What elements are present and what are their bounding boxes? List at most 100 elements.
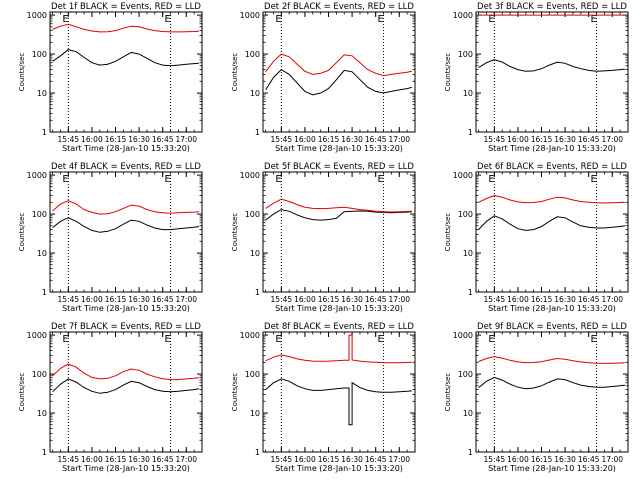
plot-frame [49, 171, 203, 293]
series-line-events [52, 217, 199, 233]
y-tick-label: 1 [468, 448, 473, 457]
y-tick-label: 10 [37, 89, 47, 98]
series-line-events [478, 59, 625, 72]
x-tick-label: 16:15 [318, 295, 340, 304]
y-axis-label: Counts/sec [18, 53, 26, 92]
x-tick-label: 16:30 [554, 135, 576, 144]
series-line-events [265, 209, 412, 221]
y-axis-label: Counts/sec [231, 373, 239, 412]
x-axis-label: Start Time (28-Jan-10 15:33:20) [62, 144, 190, 153]
panel-title: Det 2f BLACK = Events, RED = LLD [264, 2, 414, 12]
series-line-lld [478, 194, 625, 204]
event-marker-label: E [378, 334, 384, 345]
y-tick-label: 1000 [27, 331, 47, 340]
y-tick-label: 10 [463, 249, 473, 258]
x-tick-label: 17:00 [388, 295, 410, 304]
event-marker-label: E [62, 334, 68, 345]
x-axis-label: Start Time (28-Jan-10 15:33:20) [275, 464, 403, 473]
series-line-lld [478, 356, 625, 364]
x-tick-label: 16:30 [128, 135, 150, 144]
x-tick-label: 15:45 [271, 455, 293, 464]
x-tick-label: 16:00 [507, 135, 529, 144]
x-tick-label: 16:15 [105, 135, 127, 144]
plot-frame [475, 11, 629, 133]
event-marker-label: E [275, 174, 281, 185]
x-tick-label: 16:45 [365, 455, 387, 464]
series-line-lld [265, 53, 413, 77]
x-tick-label: 16:45 [152, 455, 174, 464]
x-tick-label: 16:45 [152, 295, 174, 304]
series-line-events [52, 49, 199, 67]
event-marker-label: E [165, 14, 171, 25]
x-tick-label: 16:30 [341, 455, 363, 464]
panel-2: Det 2f BLACK = Events, RED = LLD 1 10 100 10… [231, 2, 416, 153]
x-axis-label: Start Time (28-Jan-10 15:33:20) [62, 304, 190, 313]
event-marker-label: E [591, 174, 597, 185]
y-tick-label: 1 [42, 448, 47, 457]
y-tick-label: 100 [32, 50, 47, 59]
x-tick-label: 16:30 [554, 455, 576, 464]
x-tick-label: 16:30 [128, 455, 150, 464]
x-tick-label: 16:00 [294, 455, 316, 464]
panel-7: Det 7f BLACK = Events, RED = LLD 1 10 100 10… [18, 322, 203, 473]
plot-frame [475, 171, 629, 293]
panel-3: Det 3f BLACK = Events, RED = LLD 1 10 100 10… [444, 2, 629, 153]
series-line-lld [265, 334, 412, 364]
series-line-lld [52, 200, 199, 215]
event-marker-label: E [488, 334, 494, 345]
x-tick-label: 15:45 [484, 455, 506, 464]
series-line-lld [52, 363, 199, 381]
event-marker-label: E [488, 14, 494, 25]
y-axis-label: Counts/sec [444, 213, 452, 252]
x-tick-label: 16:15 [318, 455, 340, 464]
x-tick-label: 17:00 [601, 295, 623, 304]
y-tick-label: 1 [255, 288, 260, 297]
x-tick-label: 16:00 [81, 135, 103, 144]
x-tick-label: 16:00 [294, 295, 316, 304]
event-marker-label: E [165, 174, 171, 185]
series-line-lld [52, 23, 199, 33]
x-tick-label: 15:45 [58, 295, 80, 304]
y-tick-label: 10 [463, 409, 473, 418]
y-tick-label: 1 [42, 288, 47, 297]
y-tick-label: 1 [255, 448, 260, 457]
y-axis-label: Counts/sec [444, 373, 452, 412]
event-marker-label: E [62, 174, 68, 185]
y-tick-label: 1000 [453, 331, 473, 340]
x-tick-label: 17:00 [388, 135, 410, 144]
x-tick-label: 16:30 [341, 135, 363, 144]
y-tick-label: 1 [42, 128, 47, 137]
y-axis-label: Counts/sec [18, 373, 26, 412]
plot-frame [262, 331, 416, 453]
x-tick-label: 16:00 [507, 455, 529, 464]
panel-title: Det 7f BLACK = Events, RED = LLD [51, 322, 201, 332]
panel-9: Det 9f BLACK = Events, RED = LLD 1 10 100 10… [444, 322, 629, 473]
y-axis-label: Counts/sec [18, 213, 26, 252]
y-tick-label: 100 [32, 370, 47, 379]
plot-frame [262, 11, 416, 133]
plot-frame [49, 331, 203, 453]
y-tick-label: 10 [250, 409, 260, 418]
event-marker-label: E [591, 14, 597, 25]
x-tick-label: 16:15 [531, 295, 553, 304]
series-line-events [265, 378, 412, 426]
panel-6: Det 6f BLACK = Events, RED = LLD 1 10 100 10… [444, 162, 629, 313]
event-marker-label: E [378, 174, 384, 185]
y-tick-label: 100 [245, 370, 260, 379]
x-tick-label: 16:45 [578, 455, 600, 464]
x-tick-label: 15:45 [271, 295, 293, 304]
panel-title: Det 1f BLACK = Events, RED = LLD [51, 2, 201, 12]
x-tick-label: 16:45 [578, 135, 600, 144]
x-tick-label: 15:45 [484, 295, 506, 304]
x-tick-label: 15:45 [484, 135, 506, 144]
panel-title: Det 9f BLACK = Events, RED = LLD [477, 322, 627, 332]
panel-title: Det 5f BLACK = Events, RED = LLD [264, 162, 414, 172]
x-tick-label: 16:45 [365, 135, 387, 144]
event-marker-label: E [275, 14, 281, 25]
y-tick-label: 100 [32, 210, 47, 219]
y-tick-label: 10 [250, 249, 260, 258]
plot-frame [475, 331, 629, 453]
x-tick-label: 16:30 [341, 295, 363, 304]
x-axis-label: Start Time (28-Jan-10 15:33:20) [275, 144, 403, 153]
